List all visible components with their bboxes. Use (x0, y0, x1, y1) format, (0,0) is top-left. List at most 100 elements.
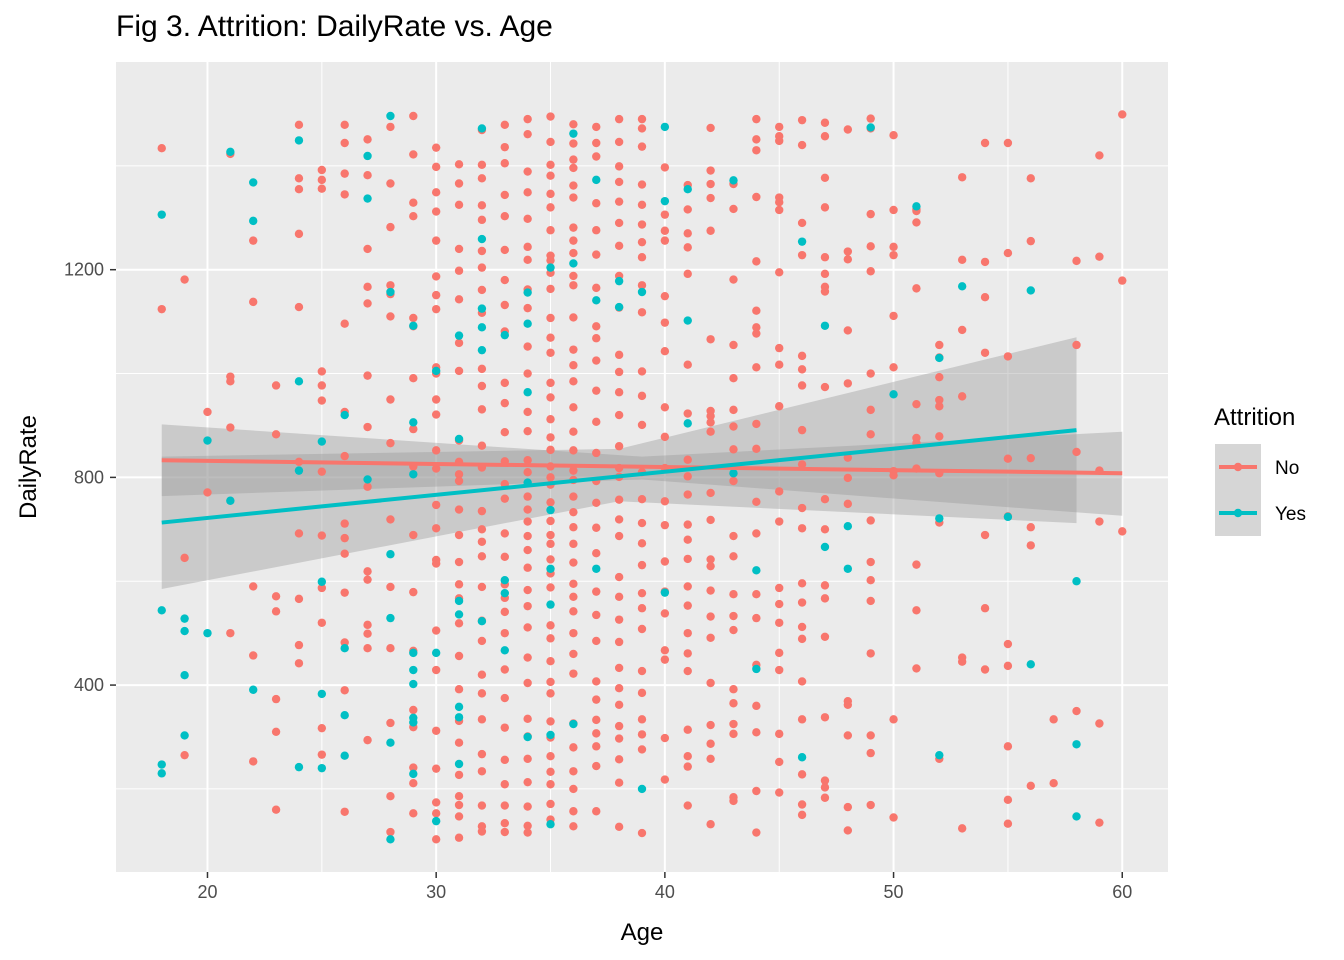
point-no (546, 160, 555, 170)
point-no (912, 284, 921, 293)
point-no (477, 201, 487, 210)
point-yes (386, 738, 395, 747)
point-yes (409, 769, 418, 779)
point-yes (363, 151, 372, 161)
point-no (431, 500, 441, 510)
point-no (775, 402, 784, 411)
point-no (363, 170, 372, 180)
point-no (637, 560, 647, 570)
point-no (637, 114, 647, 124)
point-no (546, 189, 555, 199)
point-yes (500, 575, 509, 585)
point-no (957, 392, 967, 401)
point-no (431, 290, 441, 300)
point-yes (409, 470, 418, 479)
point-no (363, 282, 372, 292)
point-no (523, 492, 532, 501)
point-no (797, 634, 807, 644)
point-no (637, 666, 647, 676)
point-no (569, 403, 578, 412)
point-no (500, 755, 509, 765)
point-no (957, 657, 967, 666)
point-no (683, 269, 692, 279)
point-yes (546, 820, 555, 829)
point-no (797, 677, 807, 686)
point-no (683, 752, 692, 761)
y-axis-title: DailyRate (15, 415, 42, 519)
point-no (523, 167, 532, 176)
point-no (523, 653, 532, 662)
point-no (409, 313, 418, 323)
point-no (569, 523, 578, 532)
point-no (294, 174, 304, 183)
point-no (546, 171, 555, 180)
point-yes (1026, 286, 1035, 295)
point-no (523, 531, 532, 541)
point-yes (180, 614, 189, 623)
point-yes (546, 730, 555, 740)
point-no (637, 367, 647, 376)
point-no (569, 669, 578, 678)
point-yes (729, 176, 738, 185)
point-no (431, 809, 441, 818)
point-no (706, 612, 715, 621)
point-yes (157, 210, 166, 219)
point-no (454, 580, 464, 589)
point-no (980, 530, 990, 540)
point-no (523, 342, 532, 351)
point-yes (1072, 577, 1081, 586)
point-yes (340, 751, 349, 760)
trend-lines (161, 428, 1123, 525)
point-no (1095, 252, 1104, 261)
point-yes (797, 237, 807, 246)
point-no (637, 688, 647, 698)
point-yes (249, 178, 258, 187)
point-no (477, 801, 487, 810)
point-no (386, 281, 395, 290)
point-no (592, 807, 601, 816)
point-no (889, 205, 898, 215)
point-no (523, 714, 532, 724)
point-no (614, 515, 624, 524)
point-no (820, 253, 830, 262)
point-no (775, 757, 784, 767)
point-no (935, 402, 944, 411)
point-no (477, 174, 487, 183)
point-no (523, 563, 532, 572)
point-no (614, 197, 624, 206)
point-no (775, 122, 784, 132)
point-no (889, 715, 898, 724)
trend-line-yes (161, 428, 1077, 525)
point-no (866, 516, 875, 525)
point-no (1095, 517, 1104, 526)
point-no (592, 199, 601, 208)
point-no (683, 409, 692, 418)
point-no (683, 205, 692, 214)
point-yes (386, 613, 395, 623)
point-no (592, 761, 601, 771)
point-no (477, 506, 487, 516)
point-no (775, 197, 784, 207)
x-tick-label: 50 (884, 882, 904, 902)
point-no (454, 791, 464, 801)
point-yes (866, 123, 875, 132)
point-yes (500, 588, 509, 598)
point-no (797, 460, 807, 469)
point-yes (546, 600, 555, 609)
point-no (317, 467, 327, 476)
point-no (1118, 276, 1127, 285)
point-yes (454, 434, 464, 444)
point-no (752, 419, 761, 429)
point-no (546, 333, 555, 342)
point-yes (386, 111, 395, 121)
point-no (226, 423, 235, 432)
point-no (637, 142, 647, 151)
point-no (843, 247, 853, 256)
point-no (775, 618, 784, 627)
point-no (797, 351, 807, 361)
point-no (500, 245, 509, 255)
point-no (637, 391, 647, 401)
point-no (500, 120, 509, 130)
point-no (889, 131, 898, 140)
point-no (249, 297, 258, 307)
